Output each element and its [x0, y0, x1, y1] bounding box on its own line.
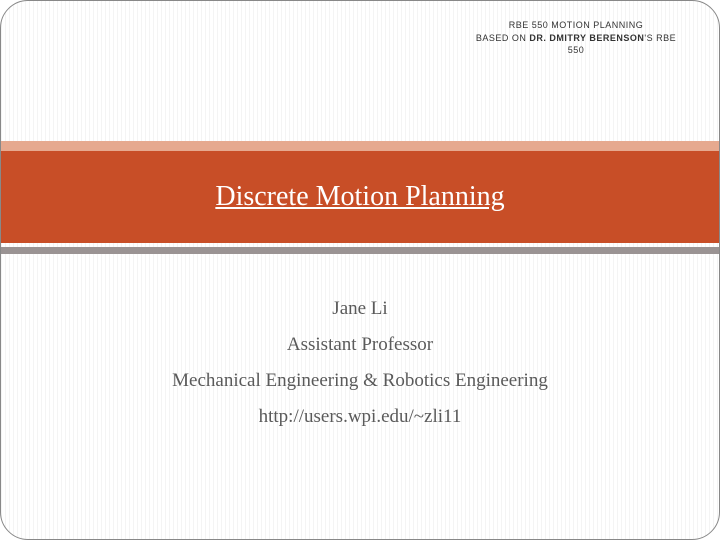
title-band: Discrete Motion Planning: [1, 141, 719, 254]
header-line-2-suffix: 'S RBE: [644, 33, 676, 43]
header-line-2-prefix: BASED ON: [476, 33, 530, 43]
presenter-dept: Mechanical Engineering & Robotics Engine…: [1, 363, 719, 399]
header-line-1: RBE 550 MOTION PLANNING: [451, 19, 701, 32]
presenter-block: Jane Li Assistant Professor Mechanical E…: [1, 291, 719, 435]
presenter-url: http://users.wpi.edu/~zli11: [1, 399, 719, 435]
band-accent-bottom: [1, 247, 719, 254]
course-header: RBE 550 MOTION PLANNING BASED ON DR. DMI…: [451, 19, 701, 57]
header-line-2: BASED ON DR. DMITRY BERENSON'S RBE: [451, 32, 701, 45]
slide-container: RBE 550 MOTION PLANNING BASED ON DR. DMI…: [0, 0, 720, 540]
band-accent-top: [1, 141, 719, 151]
header-line-2-bold: DR. DMITRY BERENSON: [529, 33, 644, 43]
header-line-3: 550: [451, 44, 701, 57]
band-main: Discrete Motion Planning: [1, 151, 719, 243]
slide-title: Discrete Motion Planning: [215, 181, 504, 213]
presenter-name: Jane Li: [1, 291, 719, 327]
presenter-role: Assistant Professor: [1, 327, 719, 363]
